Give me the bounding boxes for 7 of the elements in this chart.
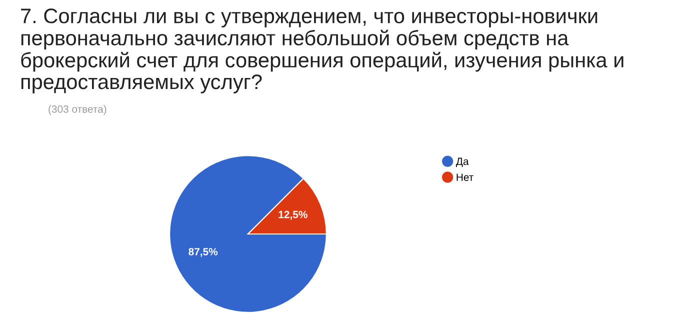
pie-slice [169,155,327,313]
data-label: 87,5% [188,248,218,257]
text: (303 ответа) [48,105,106,115]
data-label: 12,5% [278,210,308,220]
chart-title: 7. Согласны ли вы с утверждением, что инвесторы-новички первоначально зачисляют небольшой объем средств на брокерский счет для совершения операций, изучения рынка и предоставляемых услуг? [21,8,624,94]
legend-label: Нет [456,174,474,181]
legend-label: Да [456,158,469,167]
